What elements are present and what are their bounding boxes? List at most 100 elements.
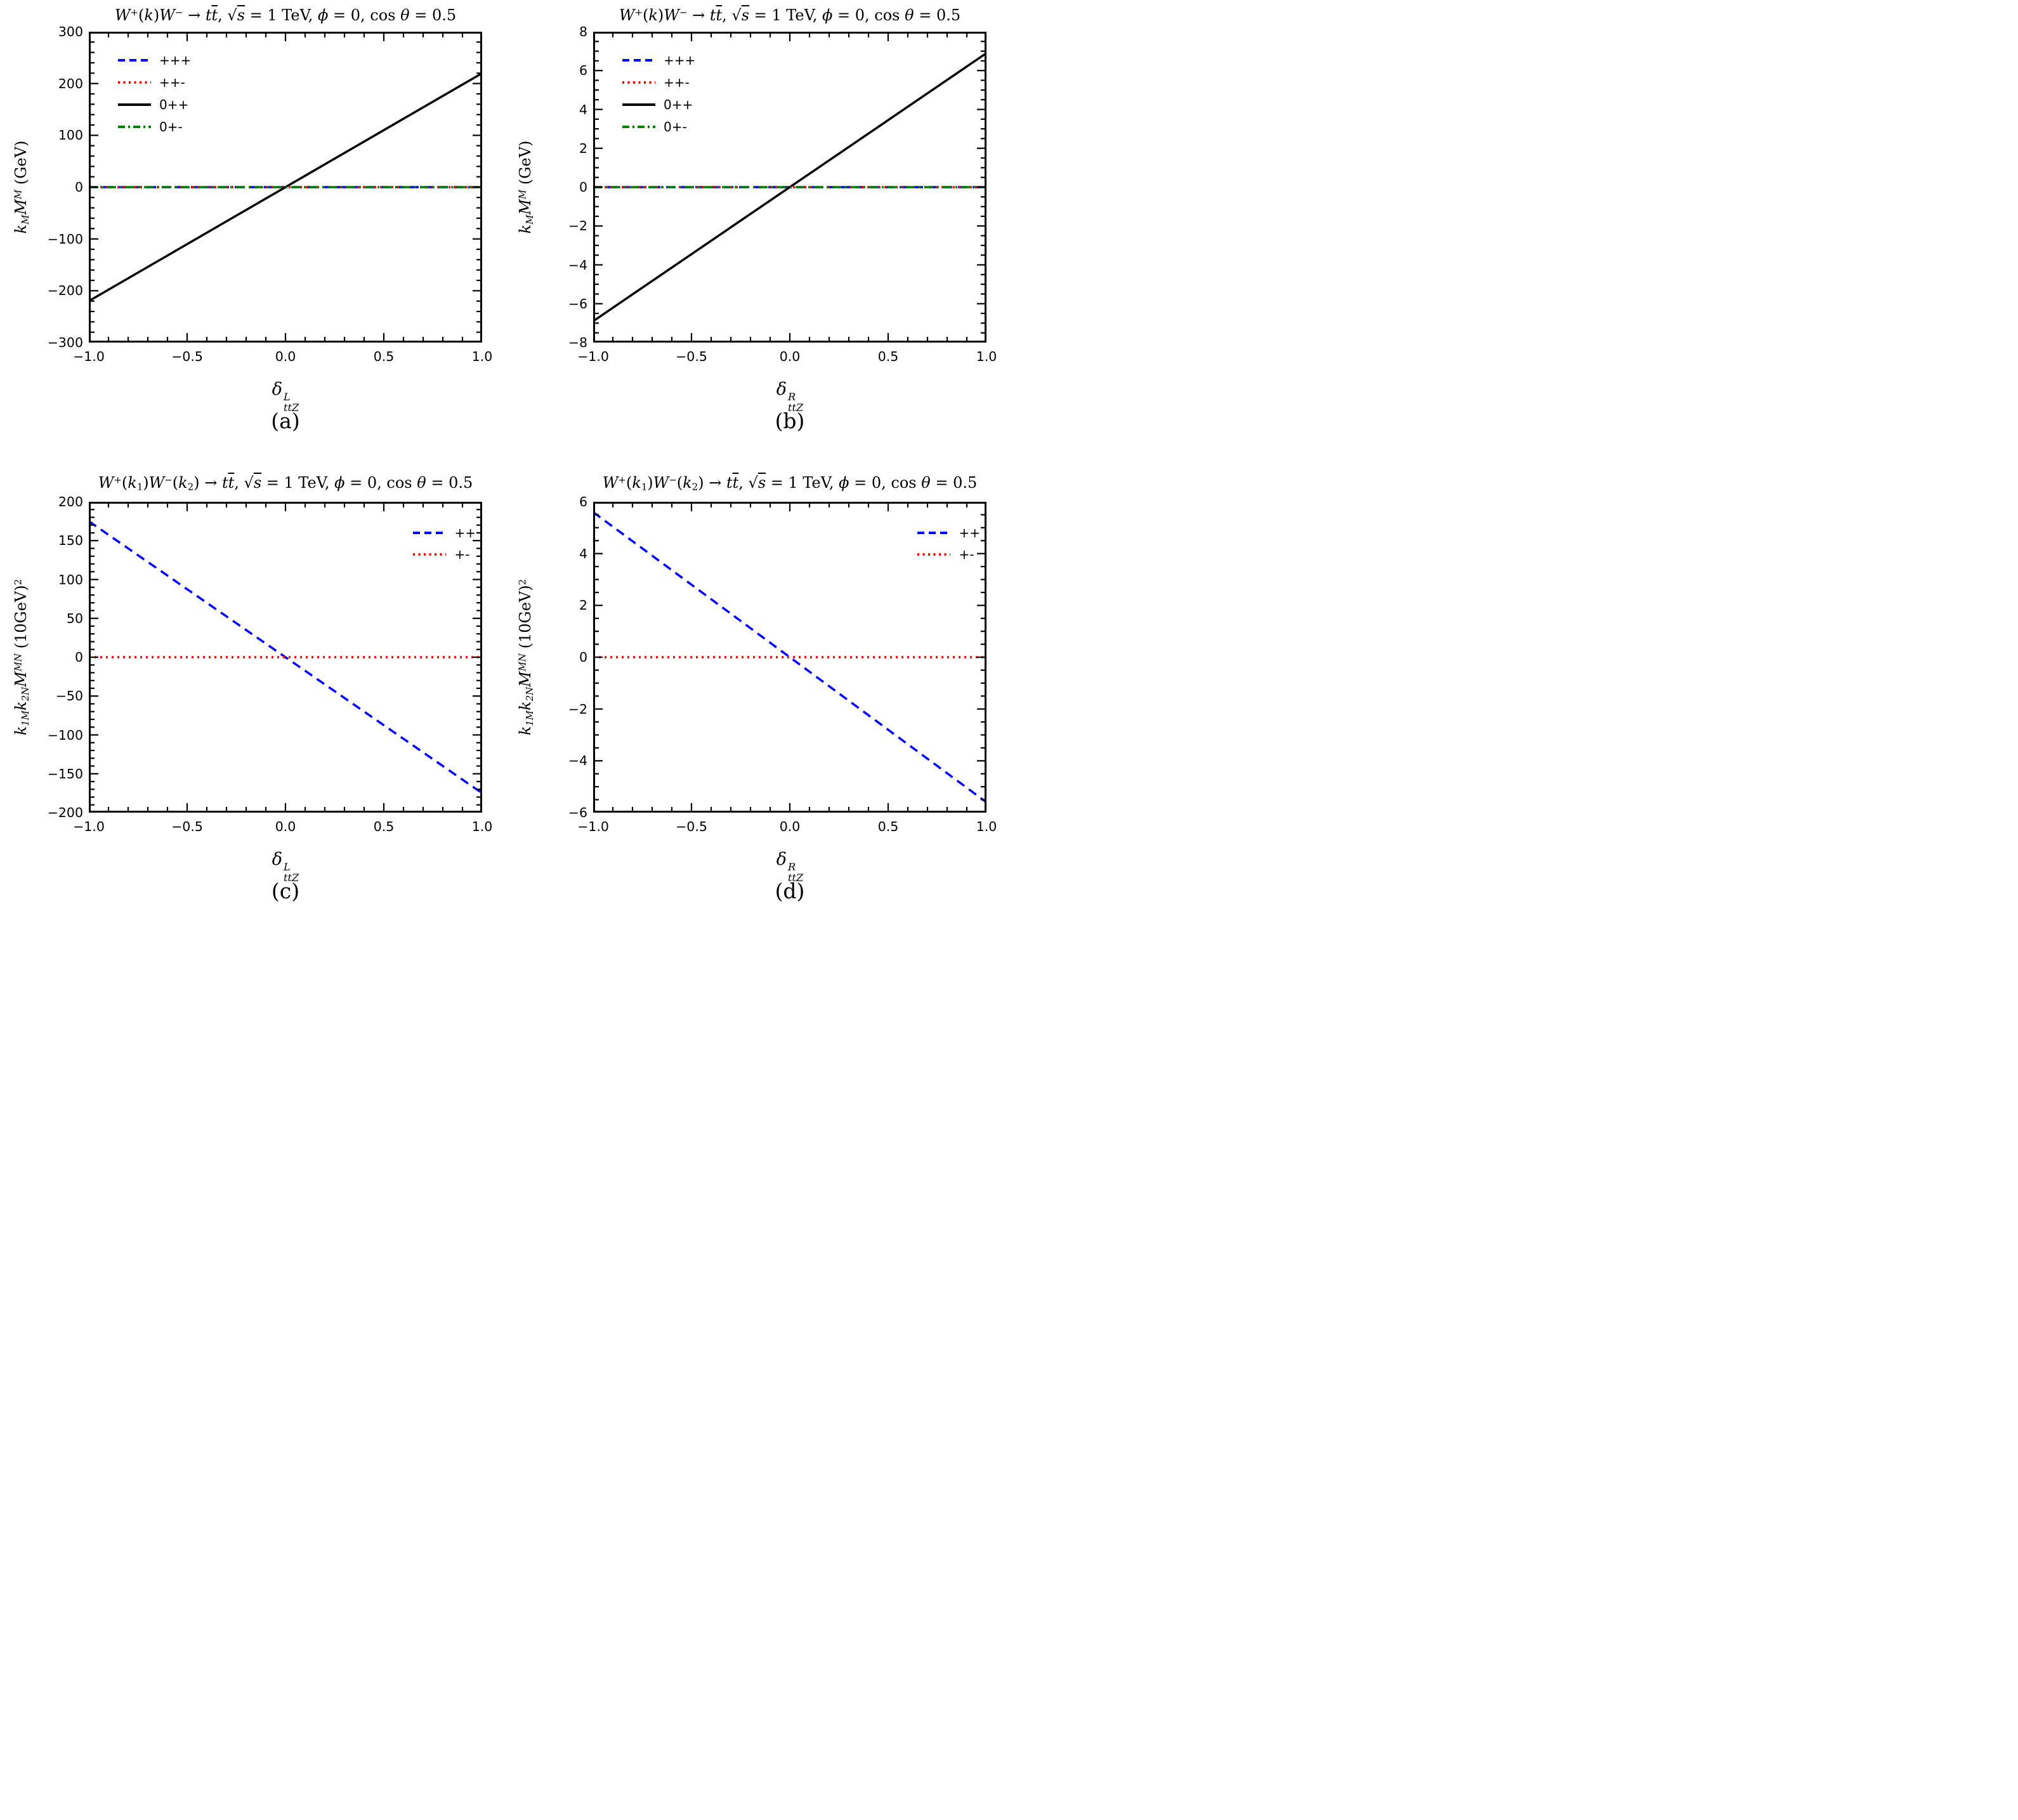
y-tick-label: 50: [66, 610, 83, 626]
y-tick-label: −150: [47, 766, 83, 782]
legend-row: +++: [118, 52, 191, 68]
x-tick-label: −1.0: [577, 819, 609, 834]
plot-title: W+(k1)W−(k2) → tt, √s = 1 TeV, ϕ = 0, co…: [98, 474, 473, 493]
x-tick-label: −0.5: [171, 349, 203, 364]
legend-swatch-line: [118, 125, 151, 128]
panel-caption: (c): [271, 879, 300, 903]
y-tick-labels: 6 4 2 0 −2 −4 −6: [505, 494, 587, 820]
legend-row: 0++: [622, 96, 695, 112]
y-tick-label: −4: [568, 753, 587, 769]
x-tick-labels: −1.0 −0.5 0.0 0.5 1.0: [73, 818, 492, 837]
x-tick-label: 1.0: [976, 819, 997, 834]
plot-area: +++ ++- 0++ 0+- −1.0 −0.5 0.0 0.5 1.0 8 6 4 2 0 −2 −4…: [568, 24, 997, 364]
figure: W+(k)W− → tt, √s = 1 TeV, ϕ = 0, cos θ =…: [0, 0, 1009, 910]
legend-swatch-line: [413, 531, 447, 534]
x-tick-label: 1.0: [976, 349, 997, 364]
x-tick-label: 0.5: [373, 349, 395, 364]
x-tick-label: −1.0: [577, 349, 609, 364]
x-tick-labels: −1.0 −0.5 0.0 0.5 1.0: [73, 348, 492, 367]
legend-label: +-: [454, 546, 470, 562]
legend-row: +-: [917, 546, 980, 562]
legend-swatch-line: [622, 81, 655, 84]
y-tick-label: −4: [568, 257, 587, 273]
y-tick-label: −50: [55, 688, 83, 704]
legend-row: ++: [917, 525, 980, 540]
legend-swatch-line: [622, 103, 655, 106]
y-tick-label: −6: [568, 805, 587, 820]
subplot-a: W+(k)W− → tt, √s = 1 TeV, ϕ = 0, cos θ =…: [0, 0, 504, 455]
y-tick-label: 0: [579, 180, 587, 195]
panel-caption: (d): [775, 879, 805, 903]
series-line: [593, 511, 986, 804]
x-tick-label: −0.5: [676, 349, 707, 364]
legend-swatch-line: [917, 553, 951, 556]
chart-canvas: [89, 502, 482, 813]
legend-row: ++-: [118, 74, 191, 90]
legend: ++ +-: [413, 525, 476, 562]
y-tick-label: 2: [579, 598, 587, 613]
x-tick-label: 0.0: [275, 349, 296, 364]
chart-canvas: [89, 32, 482, 343]
legend-swatch-line: [622, 125, 655, 128]
legend-swatch-line: [413, 553, 447, 556]
plot-area: +++ ++- 0++ 0+- −1.0 −0.5 0.0 0.5 1.0 300 200 100…: [48, 24, 493, 364]
x-tick-label: −1.0: [73, 349, 105, 364]
x-tick-label: 1.0: [471, 349, 493, 364]
y-tick-label: 100: [58, 572, 83, 587]
x-tick-label: 0.0: [779, 349, 801, 364]
chart-canvas: [593, 502, 986, 813]
y-tick-label: −200: [47, 283, 83, 299]
y-tick-label: −300: [47, 335, 83, 350]
y-tick-label: 0: [74, 650, 83, 665]
x-tick-label: 0.5: [877, 819, 899, 834]
legend-swatch-line: [118, 58, 151, 62]
x-tick-label: 0.5: [373, 819, 395, 834]
axes-frame: [89, 502, 482, 813]
legend: +++ ++- 0++ 0+-: [622, 52, 695, 134]
legend-row: 0+-: [118, 119, 191, 134]
legend-row: ++-: [622, 74, 695, 90]
y-tick-label: 200: [58, 75, 83, 91]
x-tick-label: 0.5: [877, 349, 899, 364]
legend-row: ++: [413, 525, 476, 540]
legend-swatch-line: [622, 58, 655, 62]
panel-caption: (a): [271, 409, 300, 433]
x-tick-label: −0.5: [676, 819, 707, 834]
plot-title: W+(k)W− → tt, √s = 1 TeV, ϕ = 0, cos θ =…: [619, 6, 961, 24]
legend-label: 0+-: [664, 119, 687, 134]
legend-label: +++: [159, 52, 192, 68]
legend: ++ +-: [917, 525, 980, 562]
x-tick-label: −0.5: [171, 819, 203, 834]
panel-caption: (b): [775, 409, 805, 433]
y-tick-label: −200: [47, 805, 83, 820]
plot-area: ++ +- −1.0 −0.5 0.0 0.5 1.0 200 150 100 50 0 −50 −1…: [48, 494, 493, 834]
legend-label: ++-: [664, 74, 690, 90]
legend-row: +-: [413, 546, 476, 562]
axes-frame: [593, 502, 986, 813]
x-tick-label: 1.0: [471, 819, 493, 834]
axes-frame: [593, 32, 986, 343]
y-tick-labels: 8 6 4 2 0 −2 −4 −6 −8: [505, 24, 587, 350]
y-tick-label: −2: [568, 701, 587, 717]
y-tick-label: 0: [579, 650, 587, 665]
y-tick-label: 300: [58, 24, 83, 39]
y-tick-label: 4: [579, 101, 587, 117]
legend-swatch-line: [118, 81, 151, 84]
series-line: [89, 520, 482, 794]
y-tick-label: 8: [579, 24, 587, 39]
legend-swatch-line: [118, 103, 151, 106]
legend-label: 0++: [664, 96, 693, 112]
x-tick-label: −1.0: [73, 819, 105, 834]
x-tick-label: 0.0: [275, 819, 296, 834]
y-tick-labels: 200 150 100 50 0 −50 −100 −150 −200: [1, 494, 83, 820]
y-tick-label: 100: [58, 128, 83, 143]
y-tick-label: 4: [579, 546, 587, 561]
legend-row: +++: [622, 52, 695, 68]
y-tick-label: 2: [579, 140, 587, 156]
y-tick-labels: 300 200 100 0 −100 −200 −300: [1, 24, 83, 350]
